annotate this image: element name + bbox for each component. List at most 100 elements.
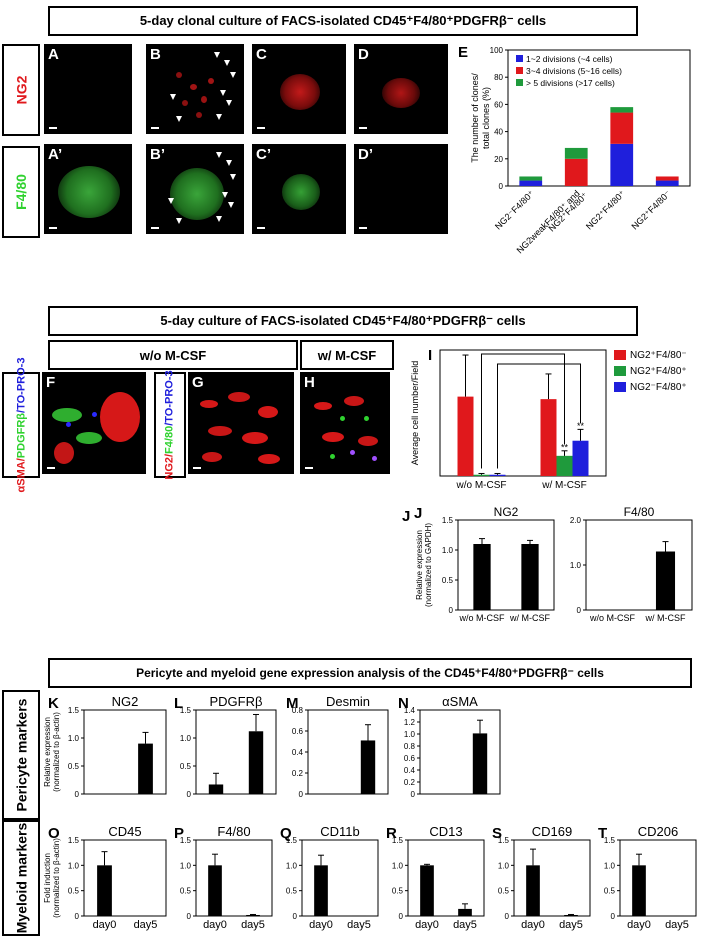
y-tick-label: 1.0 <box>570 561 582 570</box>
significance-bracket <box>497 363 581 469</box>
arrowhead-icon <box>224 60 230 66</box>
cell <box>202 452 222 462</box>
y-tick-label: 1.5 <box>604 836 616 845</box>
cell <box>52 408 82 422</box>
panel-letter: S <box>492 825 502 842</box>
y-tick-label: 1.5 <box>498 836 510 845</box>
y-tick-label: 0.6 <box>404 754 416 763</box>
micrograph-D2: D’ <box>354 144 448 234</box>
bar <box>521 544 539 610</box>
arrowhead-icon <box>170 94 176 100</box>
y-tick-label: 0 <box>411 790 416 799</box>
x-tick-label: day5 <box>559 919 583 931</box>
micrograph-B: B <box>146 44 244 134</box>
cell <box>322 432 344 442</box>
panel-letter: K <box>48 695 59 712</box>
y-axis-label: Fold induction <box>43 853 52 903</box>
panel-label-H: H <box>304 374 315 391</box>
header-w-mcsf: w/ M-CSF <box>300 340 394 370</box>
y-tick-label: 1.0 <box>286 861 298 870</box>
panel-letter: P <box>174 825 184 842</box>
cell-cluster <box>382 78 420 108</box>
plot-frame <box>457 519 555 611</box>
micrograph-B2: B’ <box>146 144 244 234</box>
y-tick-label: 60 <box>494 100 503 109</box>
plot-frame <box>407 839 485 917</box>
micrograph-C2: C’ <box>252 144 346 234</box>
y-tick-label: 1.0 <box>392 861 404 870</box>
x-tick-label: day0 <box>309 919 333 931</box>
panel-letter: L <box>174 695 183 712</box>
chart-M: 0 0.2 0.4 0.6 0.8 Desmin M <box>286 694 389 799</box>
y-axis-label-sub: (normalized to β-actin) <box>52 712 61 792</box>
plot-frame <box>585 519 693 611</box>
cell <box>344 396 364 406</box>
y-tick-label: 1.0 <box>180 861 192 870</box>
scale-bar <box>49 127 57 129</box>
cell <box>358 436 378 446</box>
significance-mark: ** <box>577 421 585 431</box>
panel-label-B2: B’ <box>150 146 165 163</box>
y-tick-label: 0 <box>505 912 510 921</box>
scale-bar <box>49 227 57 229</box>
panel-label-G: G <box>192 374 204 391</box>
cell-cluster <box>170 168 224 220</box>
y-tick-label: 0 <box>75 790 80 799</box>
x-tick-label: day5 <box>241 919 265 931</box>
panel-label-A2: A’ <box>48 146 63 163</box>
y-tick-label: 0.8 <box>404 742 416 751</box>
stacked-bar <box>655 176 679 181</box>
row-label-f480: F4/80 <box>2 146 40 238</box>
arrowhead-icon <box>230 174 236 180</box>
y-tick-label: 0 <box>449 606 454 615</box>
bar <box>352 915 366 916</box>
cell <box>372 456 377 461</box>
y-tick-label: 1.5 <box>392 836 404 845</box>
chart-E: 0 20 40 60 80 100 The number of clones/total c… <box>470 46 691 255</box>
chart-title: Desmin <box>326 694 370 709</box>
stain-ng2: NG2/ <box>164 453 176 480</box>
y-tick-label: 0 <box>293 912 298 921</box>
arrowhead-icon <box>216 216 222 222</box>
row-label-ng2: NG2 <box>2 44 40 136</box>
panel-label-F: F <box>46 374 56 391</box>
micrograph-A: A <box>44 44 132 134</box>
x-tick-label: day0 <box>521 919 545 931</box>
micrograph-F: F <box>42 372 146 474</box>
scale-bar <box>257 127 265 129</box>
y-tick-label: 0 <box>399 912 404 921</box>
micrograph-D: D <box>354 44 448 134</box>
legend-swatch <box>614 382 626 392</box>
scale-bar <box>257 227 265 229</box>
header-w-mcsf-text: w/ M-CSF <box>317 347 377 363</box>
bar <box>420 865 434 916</box>
arrowhead-icon <box>220 90 226 96</box>
stain-label-G: NG2/F4/80/TO-PRO-3 <box>154 370 186 480</box>
chart-title: NG2 <box>494 506 519 519</box>
y-tick-label: 0.5 <box>68 762 80 771</box>
arrowhead-icon <box>222 192 228 198</box>
bar <box>248 731 264 794</box>
y-tick-label: 1.0 <box>404 730 416 739</box>
panel-label-C: C <box>256 46 267 63</box>
header-wo-mcsf-text: w/o M-CSF <box>139 347 207 363</box>
title-top: 5-day clonal culture of FACS-isolated CD… <box>48 6 638 36</box>
chart-I: I Average cell number/Field w/o M-CSF w/ M-… <box>410 347 687 491</box>
y-tick-label: 0.2 <box>404 778 416 787</box>
cell <box>258 454 280 464</box>
plot-frame <box>619 839 697 917</box>
bar <box>489 474 506 476</box>
plot-frame <box>195 709 277 795</box>
y-tick-label: 0.5 <box>604 887 616 896</box>
arrowhead-icon <box>226 100 232 106</box>
bar <box>472 733 488 794</box>
panel-letter-E: E <box>458 44 469 61</box>
stain-label-F: αSMA/PDGFRβ/TO-PRO-3 <box>2 358 40 492</box>
panel-label-B: B <box>150 46 161 63</box>
chart-title: CD169 <box>532 824 572 839</box>
y-tick-label: 100 <box>490 46 504 55</box>
stacked-bar <box>519 176 543 181</box>
y-tick-label: 1.0 <box>180 734 192 743</box>
